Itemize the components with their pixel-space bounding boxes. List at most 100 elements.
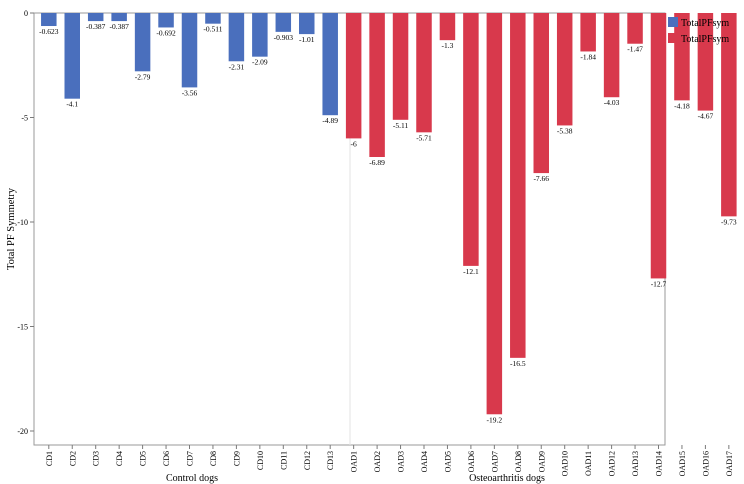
bar-value-label: -6 xyxy=(351,139,357,148)
bar-cd3 xyxy=(87,13,104,22)
bar-cd6 xyxy=(158,13,174,28)
y-axis: 0 -5 -10 -15 -20 xyxy=(17,9,34,436)
bar-cd1 xyxy=(41,13,57,27)
x-tick-label: CD11 xyxy=(279,451,288,470)
y-tick-label: -10 xyxy=(17,218,28,227)
bar-oad17 xyxy=(721,13,737,217)
bar-value-label: -0.387 xyxy=(109,22,129,31)
bar-value-label: -2.09 xyxy=(252,58,268,67)
bar-value-label: -12.1 xyxy=(463,267,479,276)
bar-value-label: -1.84 xyxy=(580,52,596,61)
x-tick-label: OAD16 xyxy=(701,451,710,476)
x-tick-label: CD3 xyxy=(92,451,101,466)
x-tick-label: CD7 xyxy=(186,451,195,466)
bar-oad4 xyxy=(416,13,432,133)
bar-oad1 xyxy=(345,13,362,139)
bar-oad5 xyxy=(439,13,456,41)
bar-oad11 xyxy=(580,13,596,52)
bar-oad14 xyxy=(650,13,667,279)
bar-cd2 xyxy=(64,13,80,99)
x-tick-label: OAD13 xyxy=(631,451,640,476)
bar-oad13 xyxy=(627,13,643,44)
bar-oad15 xyxy=(674,13,690,101)
x-tick-label: CD9 xyxy=(232,451,241,466)
bar-value-label: -19.2 xyxy=(487,415,503,424)
x-tick-label: CD13 xyxy=(326,451,335,470)
x-tick-label: OAD14 xyxy=(655,451,664,476)
bar-cd8 xyxy=(205,13,221,24)
bar-value-label: -4.89 xyxy=(322,116,338,125)
bar-value-label: -0.623 xyxy=(39,27,59,36)
x-tick-label: OAD7 xyxy=(490,451,499,472)
x-tick-label: CD4 xyxy=(115,451,124,466)
bar-oad10 xyxy=(556,13,573,126)
x-tick-label: OAD9 xyxy=(537,451,546,472)
bar-value-label: -3.56 xyxy=(182,88,198,97)
x-tick-label: OAD6 xyxy=(467,451,476,472)
bar-value-label: -4.1 xyxy=(66,100,78,109)
bar-value-label: -0.511 xyxy=(203,25,222,34)
legend-label-red: TotalPFsym xyxy=(681,34,729,45)
x-tick-label: OAD1 xyxy=(350,451,359,472)
x-tick-label: CD1 xyxy=(45,451,54,466)
bar-oad8 xyxy=(510,13,526,358)
x-tick-label: CD2 xyxy=(68,451,77,466)
bar-value-label: -0.387 xyxy=(86,22,106,31)
y-tick-label: 0 xyxy=(24,9,28,18)
x-tick-label: OAD15 xyxy=(678,451,687,476)
y-tick-label: -5 xyxy=(21,114,28,123)
bar-value-label: -5.71 xyxy=(416,133,432,142)
bar-oad3 xyxy=(392,13,409,120)
group-label-osteoarthritis-dogs: Osteoarthritis dogs xyxy=(469,473,545,484)
bar-cd4 xyxy=(111,13,127,22)
x-tick-label: CD8 xyxy=(209,451,218,466)
x-tick-label: CD10 xyxy=(256,451,265,470)
bar-value-label: -12.7 xyxy=(651,279,667,288)
bars-layer: -0.623 -4.1 -0.387 -0.387 -2.79 -0.692 -3.56 -0… xyxy=(39,13,737,424)
bar-oad16 xyxy=(697,13,714,111)
legend: TotalPFsym TotalPFsym xyxy=(668,17,729,45)
x-tick-label: OAD10 xyxy=(561,451,570,476)
bar-value-label: -1.47 xyxy=(627,45,643,54)
bar-value-label: -1.01 xyxy=(299,35,315,44)
x-tick-label: OAD5 xyxy=(443,451,452,472)
bar-oad6 xyxy=(463,13,479,266)
x-tick-label: OAD8 xyxy=(514,451,523,472)
bar-value-label: -0.692 xyxy=(156,28,176,37)
x-axis-labels: CD1 CD2 CD3 CD4 CD5 CD6 CD7 CD8 CD9 CD10 CD11 CD12 C… xyxy=(45,445,734,476)
bar-cd12 xyxy=(299,13,315,35)
bar-cd7 xyxy=(181,13,198,88)
bar-cd5 xyxy=(134,13,151,72)
bar-value-label: -5.11 xyxy=(393,121,409,130)
x-tick-label: OAD11 xyxy=(584,451,593,476)
bar-oad7 xyxy=(486,13,503,415)
y-tick-label: -20 xyxy=(17,427,28,436)
bar-cd13 xyxy=(322,13,338,116)
bar-cd11 xyxy=(275,13,292,32)
bar-cd9 xyxy=(228,13,245,62)
bar-value-label: -9.73 xyxy=(721,217,737,226)
group-label-control-dogs: Control dogs xyxy=(166,473,218,484)
bar-oad2 xyxy=(369,13,385,157)
x-tick-label: CD5 xyxy=(139,451,148,466)
bar-oad9 xyxy=(533,13,549,174)
bar-value-label: -2.79 xyxy=(135,72,151,81)
x-tick-label: OAD17 xyxy=(725,451,734,476)
x-tick-label: OAD3 xyxy=(397,451,406,472)
y-axis-title: Total PF Symmetry xyxy=(6,187,17,270)
bar-value-label: -2.31 xyxy=(229,62,245,71)
y-tick-label: -15 xyxy=(17,323,28,332)
bar-value-label: -6.89 xyxy=(369,158,385,167)
bar-value-label: -5.38 xyxy=(557,126,573,135)
bar-value-label: -4.03 xyxy=(604,98,620,107)
bar-value-label: -4.18 xyxy=(674,101,690,110)
x-tick-label: OAD12 xyxy=(608,451,617,476)
bar-value-label: -4.67 xyxy=(698,112,714,121)
bar-value-label: -16.5 xyxy=(510,359,526,368)
bar-value-label: -0.903 xyxy=(274,33,294,42)
x-tick-label: OAD4 xyxy=(420,451,429,472)
bar-cd10 xyxy=(252,13,268,57)
bar-value-label: -7.66 xyxy=(533,174,549,183)
legend-swatch-blue xyxy=(668,17,678,27)
